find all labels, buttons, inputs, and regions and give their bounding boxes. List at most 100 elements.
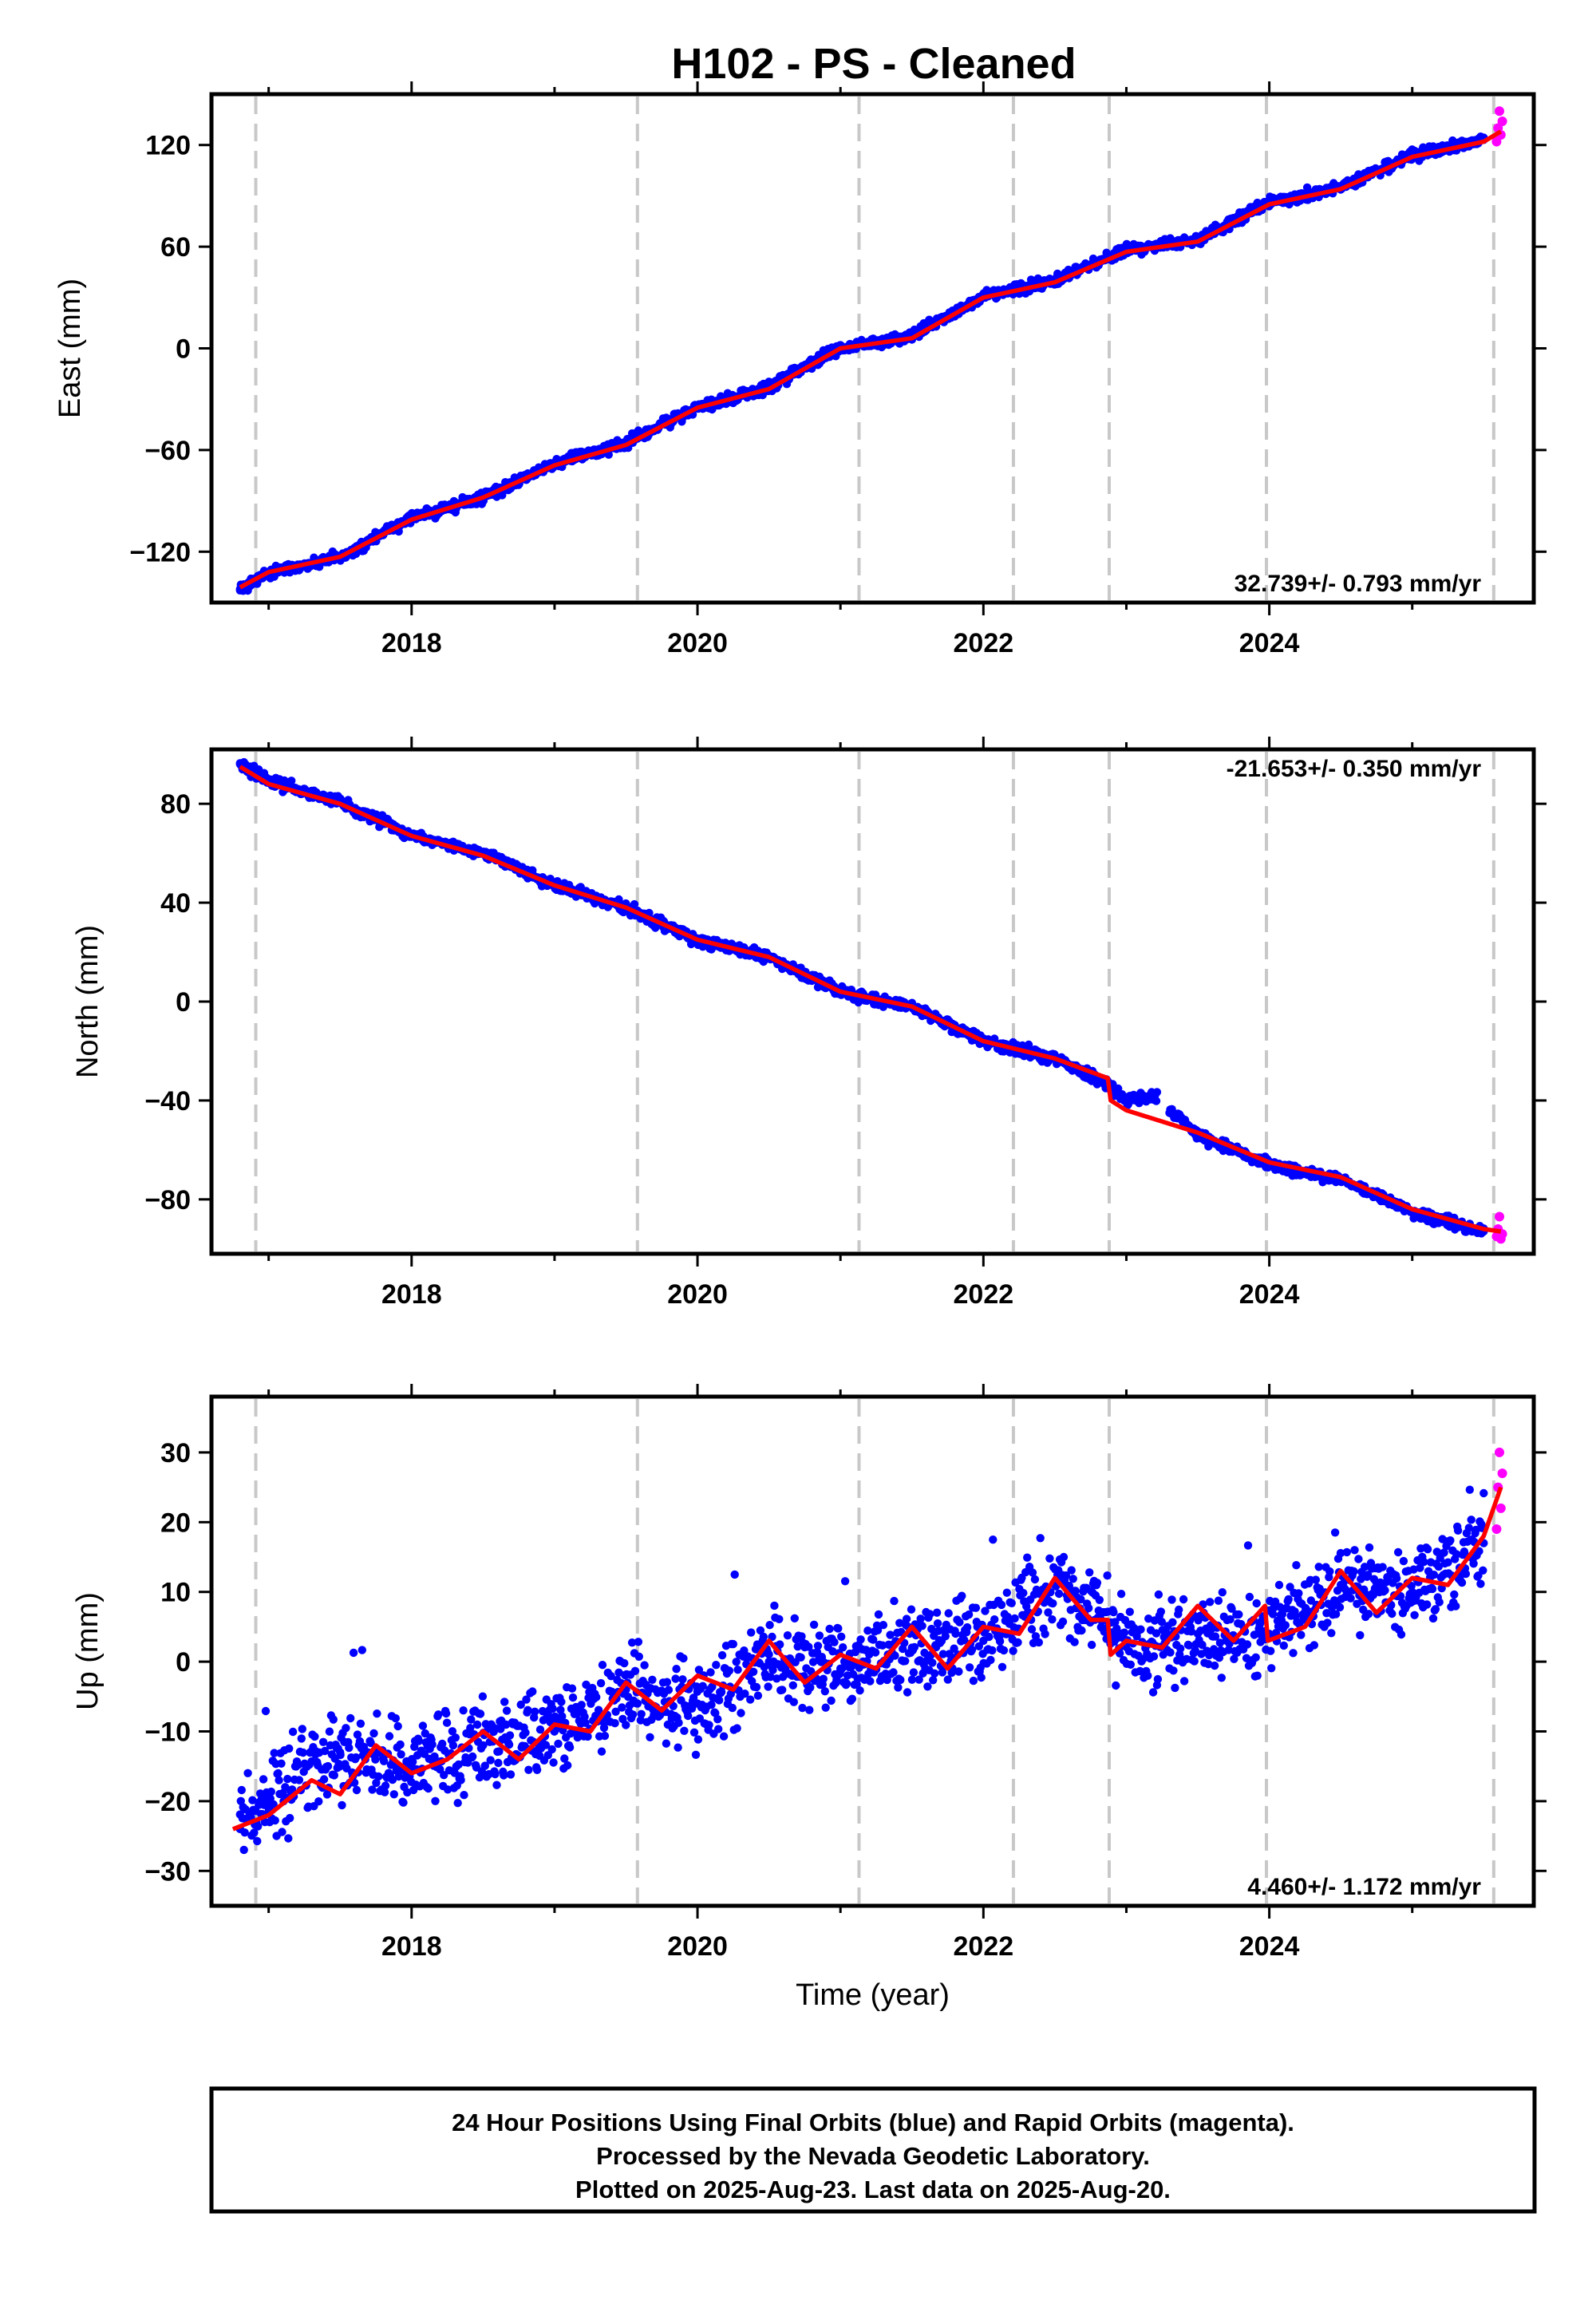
data-point (691, 1750, 701, 1759)
data-point (606, 1672, 615, 1681)
data-point (431, 1796, 440, 1805)
data-point (1452, 1602, 1460, 1611)
data-point (815, 1631, 824, 1640)
data-point (894, 1683, 903, 1692)
data-point (614, 895, 623, 904)
data-point (1325, 1567, 1334, 1576)
data-point (1111, 1618, 1120, 1626)
data-point (674, 1743, 682, 1752)
axes-frame (209, 1394, 1536, 1908)
data-point (1028, 1568, 1037, 1577)
y-tick-label: 120 (145, 131, 191, 161)
data-point (1327, 1629, 1336, 1638)
data-point (568, 1693, 578, 1702)
data-point (393, 1721, 402, 1731)
data-point (871, 1648, 880, 1657)
y-tick-label: −60 (144, 436, 191, 466)
data-point (678, 1675, 687, 1684)
data-point (1396, 1630, 1406, 1639)
data-point (1087, 1640, 1096, 1650)
data-point (938, 1668, 947, 1677)
data-point (965, 1663, 974, 1672)
data-point (1479, 1566, 1487, 1575)
data-point (962, 1622, 972, 1632)
data-point (495, 1747, 504, 1756)
data-point (1452, 1550, 1461, 1559)
data-point (254, 1822, 263, 1831)
data-point (478, 1692, 488, 1701)
data-point (476, 1709, 485, 1718)
data-point (618, 1703, 626, 1712)
data-point (1350, 1546, 1359, 1555)
data-point (592, 1693, 601, 1701)
data-point (740, 1646, 749, 1655)
data-point (1067, 1566, 1076, 1575)
data-point (374, 1772, 383, 1781)
x-tick-label: 2018 (381, 628, 442, 658)
data-point (1420, 1557, 1428, 1567)
y-tick-label: 0 (176, 334, 191, 365)
data-point (371, 1755, 380, 1764)
data-point (930, 1669, 939, 1678)
data-point (712, 1661, 721, 1670)
data-point (399, 1798, 408, 1807)
data-point (1054, 1589, 1064, 1599)
data-point (646, 1733, 654, 1741)
data-point (788, 1681, 797, 1690)
figure-title: H102 - PS - Cleaned (671, 40, 1076, 88)
data-point (756, 1626, 765, 1635)
data-point (790, 1614, 799, 1623)
data-point (1393, 1547, 1403, 1557)
data-point (869, 1635, 878, 1644)
data-point (1243, 1541, 1253, 1550)
data-point (778, 1686, 787, 1694)
data-point (903, 1688, 912, 1697)
data-point (428, 1740, 437, 1749)
rapid-orbit-point (1495, 1447, 1505, 1457)
data-point (597, 1747, 606, 1756)
data-point (1361, 1563, 1369, 1571)
rapid-orbit-point (1497, 1468, 1507, 1479)
data-point (820, 1687, 830, 1696)
data-point (547, 1745, 556, 1754)
data-point (1432, 1547, 1442, 1556)
data-point (466, 1724, 475, 1733)
data-point (1157, 1618, 1167, 1626)
data-point (971, 1603, 981, 1612)
data-point (560, 1754, 569, 1763)
model-line (231, 1486, 1503, 1832)
data-point (297, 1734, 306, 1743)
data-point (951, 1629, 960, 1638)
plot-area (235, 106, 1507, 595)
data-point (933, 1619, 942, 1628)
data-point (705, 1721, 713, 1729)
data-point (1292, 1561, 1301, 1570)
data-point (889, 1668, 898, 1677)
data-point (1190, 1657, 1199, 1666)
data-point (879, 1621, 888, 1630)
y-tick-label: 40 (160, 888, 191, 919)
data-point (1378, 1563, 1387, 1571)
data-point (1235, 1610, 1243, 1619)
data-point (1440, 1548, 1448, 1557)
x-tick-label: 2022 (954, 628, 1014, 658)
y-tick-label: −120 (129, 537, 191, 567)
data-point (1085, 1568, 1094, 1577)
data-point (523, 1705, 532, 1714)
series-blue-dots (235, 1485, 1488, 1855)
data-point (674, 1718, 683, 1727)
data-point (1267, 1664, 1276, 1673)
data-point (878, 1641, 887, 1650)
data-point (693, 1699, 702, 1708)
data-point (671, 1674, 680, 1683)
data-point (1217, 1674, 1227, 1682)
data-point (717, 1687, 726, 1697)
data-point (323, 1761, 333, 1771)
data-point (830, 1638, 839, 1646)
data-point (907, 1643, 916, 1652)
data-point (1198, 1640, 1207, 1650)
data-point (554, 1739, 563, 1749)
data-point (580, 1712, 589, 1721)
